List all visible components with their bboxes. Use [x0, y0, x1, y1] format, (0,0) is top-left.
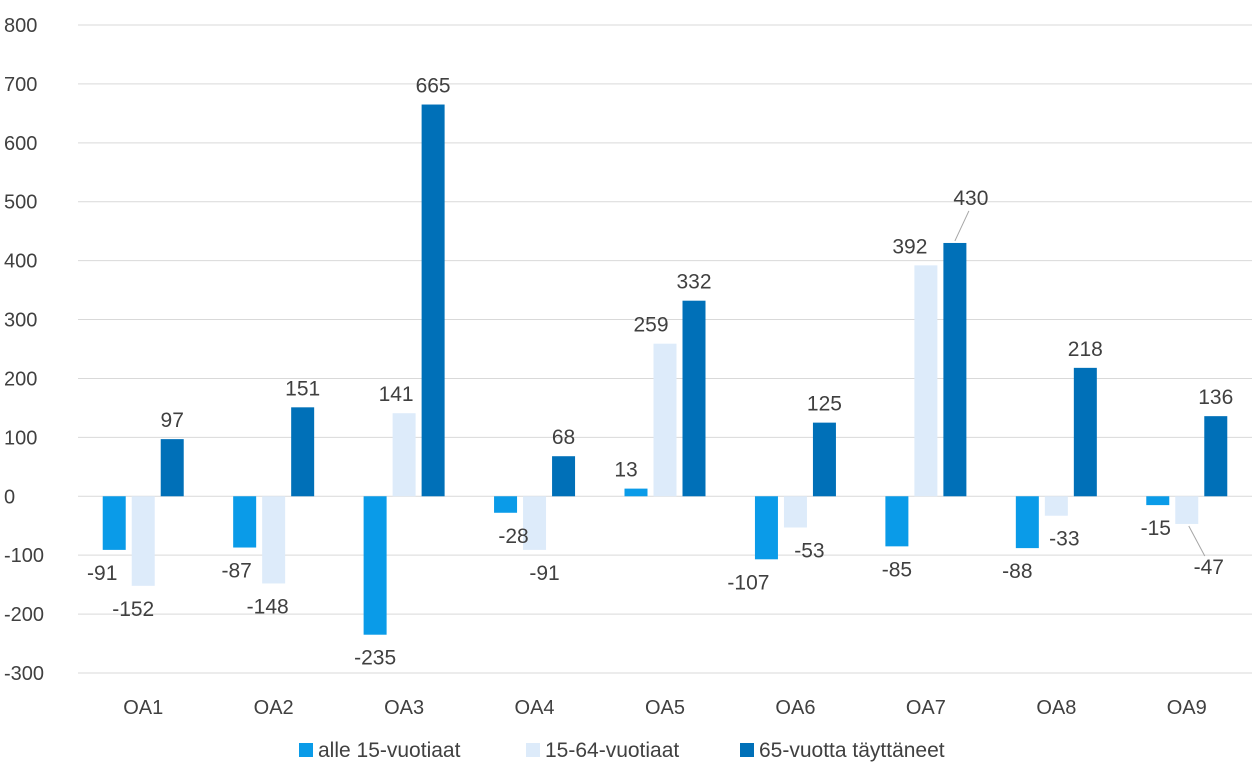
x-tick-label: OA7: [906, 697, 946, 719]
bars: [102, 104, 1228, 635]
data-label: 392: [892, 235, 927, 258]
bar: [392, 413, 416, 497]
bar: [1015, 496, 1039, 549]
data-label: 125: [807, 393, 842, 416]
legend-swatch: [299, 743, 313, 757]
data-label: -47: [1194, 556, 1224, 579]
data-label: -235: [354, 647, 396, 670]
y-tick-label: 400: [4, 251, 37, 273]
y-tick-label: 200: [4, 368, 37, 390]
legend-label: 65-vuotta täyttäneet: [759, 739, 945, 762]
y-axis: -300 -200 -100 0 100 200 300 400 500 600 700 800: [4, 15, 44, 685]
bar: [754, 496, 778, 560]
bar: [102, 496, 126, 550]
data-label: -88: [1002, 560, 1032, 583]
bar: [262, 496, 286, 584]
x-axis: OA1 OA2 OA3 OA4 OA5 OA6 OA7 OA8 OA9: [123, 697, 1207, 719]
bar: [653, 343, 677, 497]
bar: [523, 496, 547, 550]
data-label: 141: [379, 383, 414, 406]
data-label: -148: [247, 595, 289, 618]
data-label: -87: [221, 560, 251, 583]
bar: [494, 496, 518, 513]
bar: [682, 300, 706, 497]
x-tick-label: OA5: [645, 697, 685, 719]
legend-label: 15-64-vuotiaat: [545, 739, 679, 762]
bar: [1044, 496, 1068, 516]
bar: [1175, 496, 1199, 524]
bar: [291, 407, 315, 497]
data-label: 332: [676, 271, 711, 294]
data-label: 68: [552, 426, 575, 449]
data-label: -53: [794, 539, 824, 562]
bar: [885, 496, 909, 547]
x-tick-label: OA6: [775, 697, 815, 719]
data-label: -28: [498, 525, 528, 548]
bar: [914, 265, 938, 497]
data-label: 97: [161, 409, 184, 432]
data-label: -33: [1049, 528, 1079, 551]
bar: [363, 496, 387, 635]
data-label: 13: [614, 459, 637, 482]
bar: [624, 488, 648, 497]
y-tick-label: 800: [4, 15, 37, 37]
data-label: -107: [727, 571, 769, 594]
bar: [160, 439, 184, 497]
legend-swatch: [526, 743, 540, 757]
y-tick-label: 300: [4, 310, 37, 332]
bar: [1146, 496, 1170, 506]
bar: [552, 456, 576, 497]
y-tick-label: 700: [4, 74, 37, 96]
label-leader-lines: [954, 210, 1206, 557]
bar: [1204, 416, 1228, 497]
x-tick-label: OA9: [1167, 697, 1207, 719]
data-label: -85: [882, 558, 912, 581]
x-tick-label: OA2: [254, 697, 294, 719]
data-label: -15: [1141, 517, 1171, 540]
bar: [812, 422, 836, 497]
bar: [421, 104, 445, 497]
data-label: 665: [416, 75, 451, 98]
data-label: 136: [1198, 386, 1233, 409]
x-tick-label: OA1: [123, 697, 163, 719]
data-label: 259: [633, 314, 668, 337]
y-tick-label: 600: [4, 133, 37, 155]
leader-line: [954, 210, 970, 242]
legend-swatch: [740, 743, 754, 757]
bar: [783, 496, 807, 528]
legend: alle 15-vuotiaat 15-64-vuotiaat 65-vuotta …: [299, 739, 945, 762]
bar: [233, 496, 257, 548]
y-tick-label: 100: [4, 427, 37, 449]
y-tick-label: -300: [4, 663, 44, 685]
leader-line: [1188, 525, 1206, 557]
data-label: 430: [953, 187, 988, 210]
data-label: -152: [112, 598, 154, 621]
y-tick-label: -200: [4, 604, 44, 626]
bar: [943, 242, 967, 497]
data-label: 151: [285, 377, 320, 400]
y-tick-label: 0: [4, 486, 15, 508]
data-label: -91: [529, 562, 559, 585]
y-tick-label: -100: [4, 545, 44, 567]
x-tick-label: OA4: [515, 697, 555, 719]
data-label: 218: [1068, 338, 1103, 361]
data-label: -91: [87, 562, 117, 585]
x-tick-label: OA3: [384, 697, 424, 719]
x-tick-label: OA8: [1036, 697, 1076, 719]
data-labels: -91-15297-87-148151-235141665-28-9168132…: [87, 75, 1233, 670]
legend-label: alle 15-vuotiaat: [318, 739, 461, 762]
bar: [131, 496, 155, 586]
bar: [1073, 367, 1097, 497]
y-tick-label: 500: [4, 192, 37, 214]
